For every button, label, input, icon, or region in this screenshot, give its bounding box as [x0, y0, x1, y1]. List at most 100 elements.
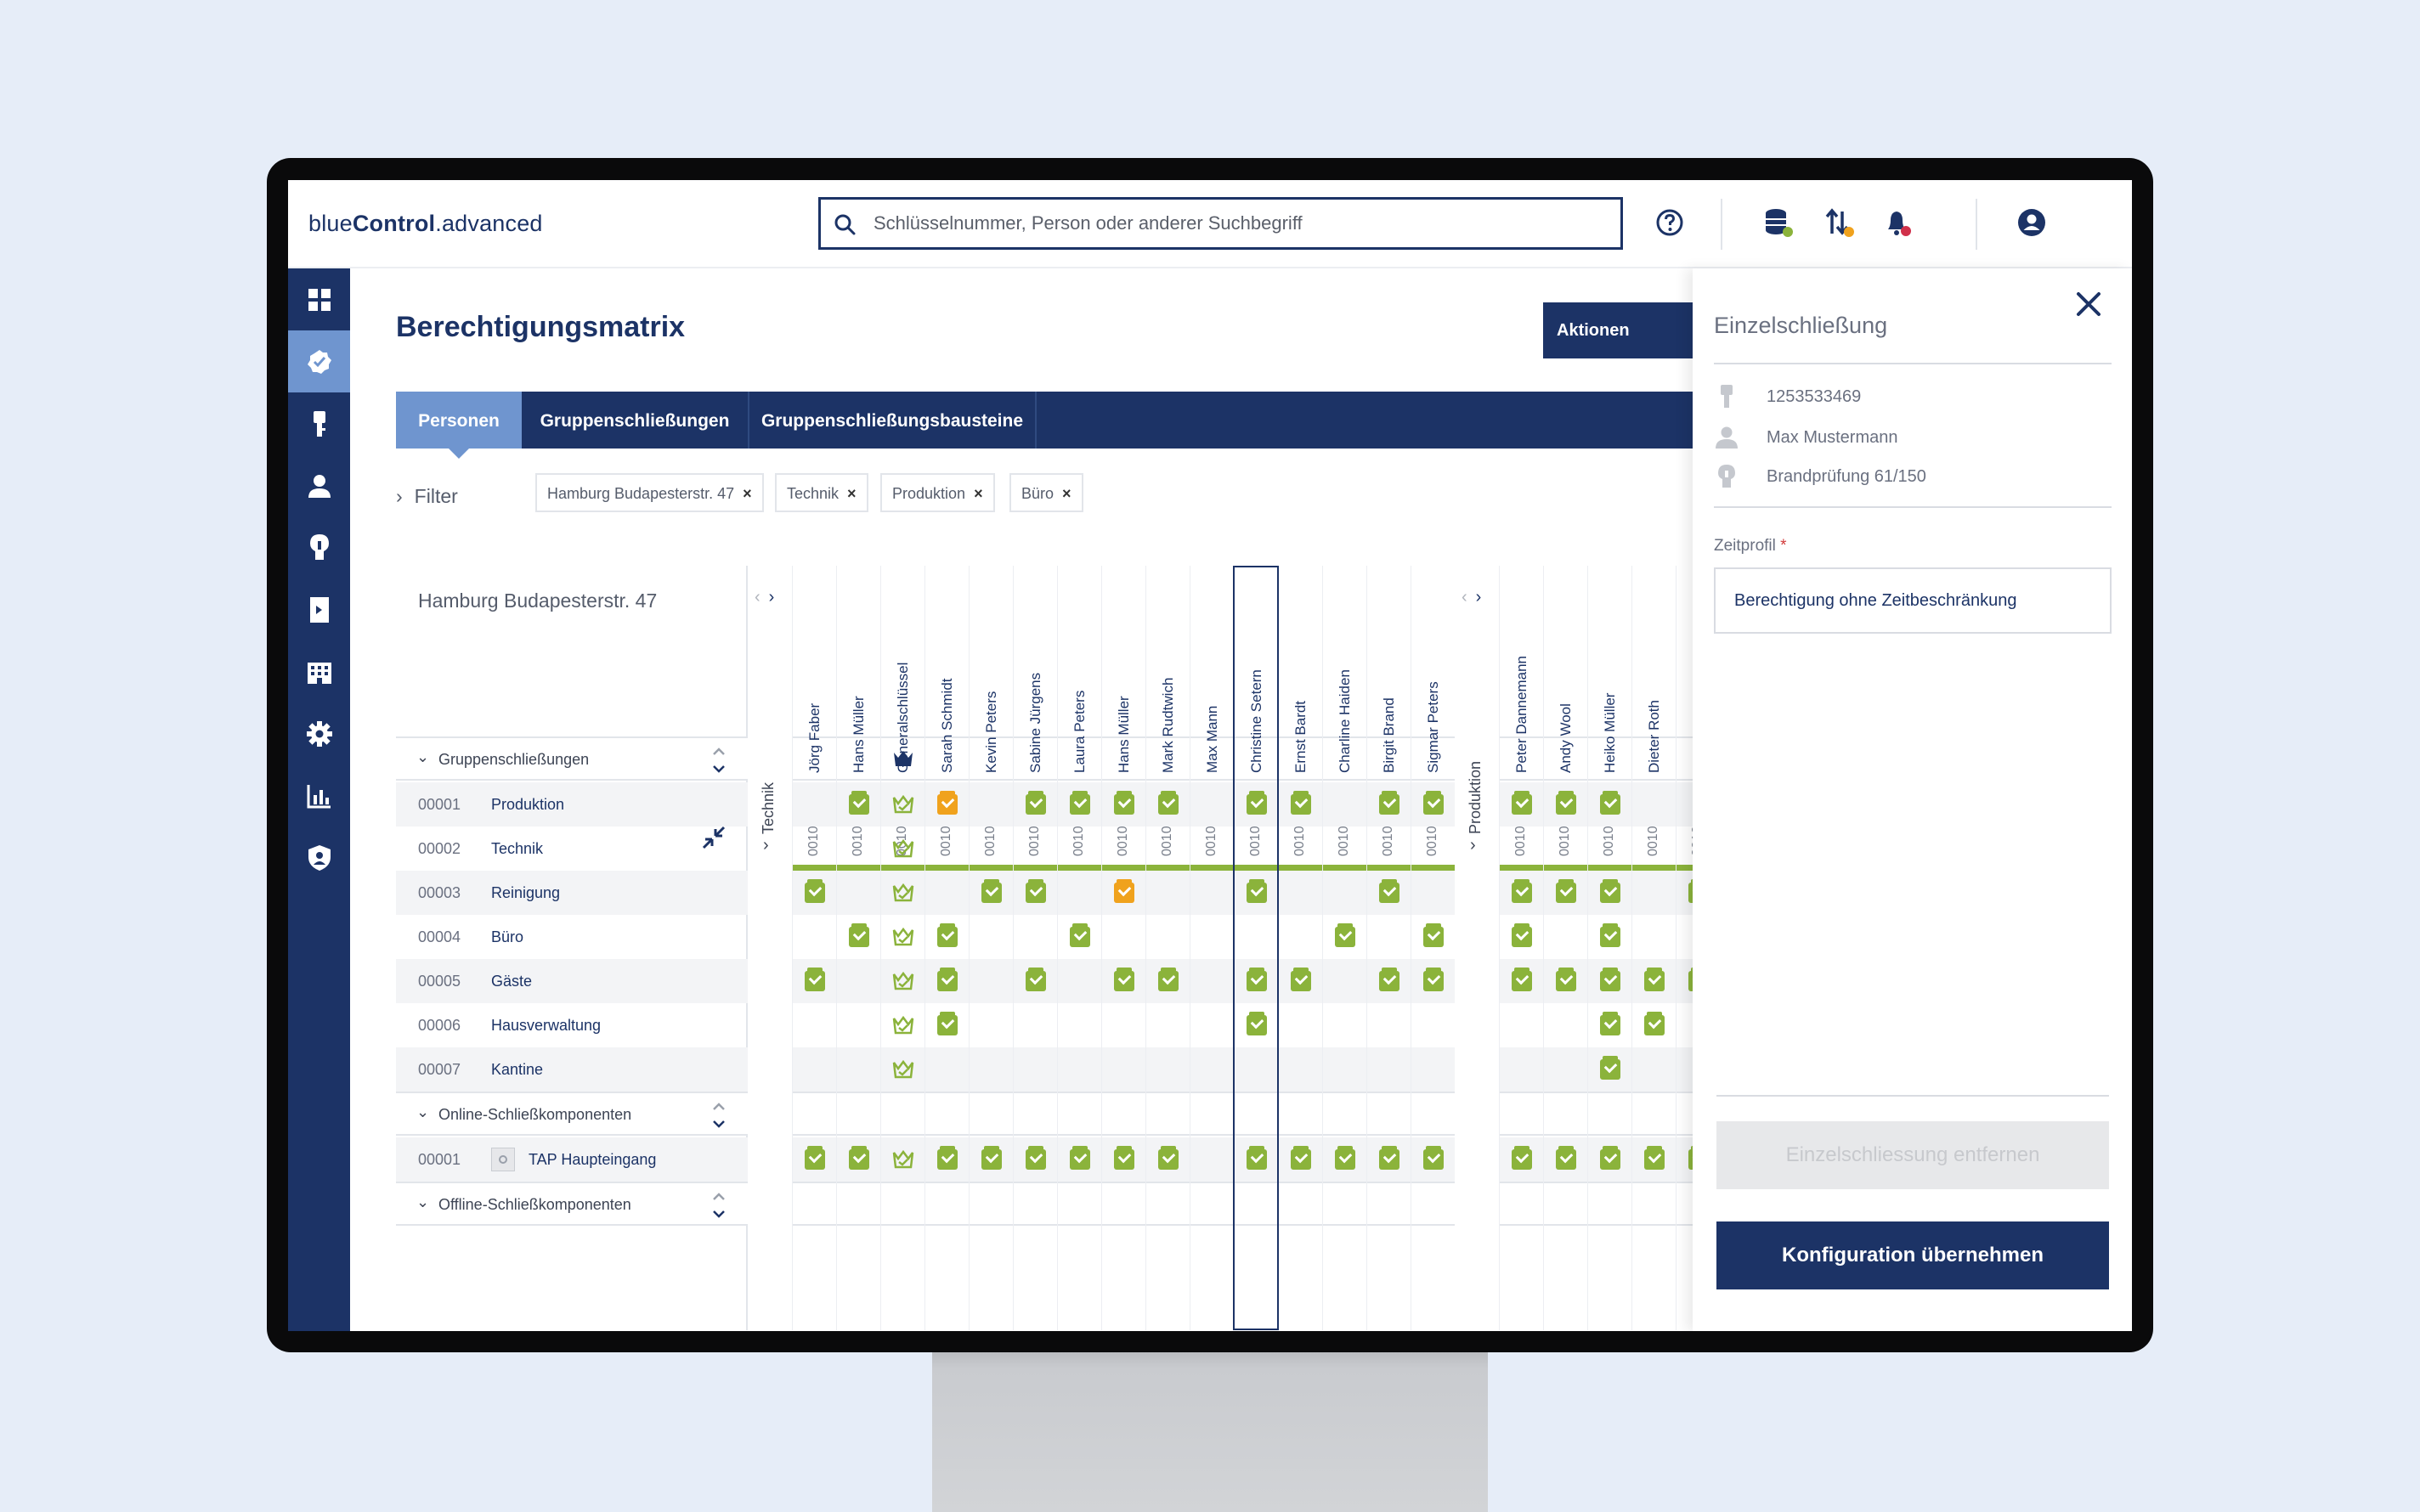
- group-row[interactable]: 00002 Technik: [396, 827, 748, 871]
- permission-cell[interactable]: [925, 1003, 970, 1047]
- permission-cell[interactable]: [1102, 827, 1146, 871]
- person-column[interactable]: 001007 Sabine Jürgens: [1013, 566, 1058, 1330]
- group-row[interactable]: 00005 Gäste: [396, 959, 748, 1003]
- permission-cell[interactable]: [1544, 915, 1588, 959]
- time-profile-select[interactable]: Berechtigung ohne Zeitbeschränkung: [1714, 567, 2112, 634]
- permission-cell[interactable]: [793, 915, 837, 959]
- permission-cell[interactable]: [837, 782, 881, 827]
- permission-cell[interactable]: [1014, 1003, 1058, 1047]
- person-column[interactable]: 001007 Heiko Müller: [1587, 566, 1632, 1330]
- person-column[interactable]: 001007 Sigmar Peters: [1411, 566, 1456, 1330]
- permission-cell[interactable]: [837, 1047, 881, 1092]
- permission-cell[interactable]: [1102, 915, 1146, 959]
- permission-cell[interactable]: [1102, 1137, 1146, 1182]
- person-name[interactable]: Jörg Faber: [806, 702, 823, 773]
- permission-cell[interactable]: [1632, 1003, 1676, 1047]
- close-icon[interactable]: ×: [847, 485, 857, 502]
- person-column[interactable]: 001006 Birgit Brand: [1366, 566, 1411, 1330]
- permission-cell[interactable]: [1014, 915, 1058, 959]
- permission-cell[interactable]: [1411, 1047, 1456, 1092]
- person-name[interactable]: Heiko Müller: [1602, 692, 1618, 773]
- permission-cell[interactable]: [970, 915, 1014, 959]
- permission-cell[interactable]: [881, 959, 925, 1003]
- permission-cell[interactable]: [1367, 959, 1411, 1003]
- person-column[interactable]: 001007 Hans Müller: [1101, 566, 1146, 1330]
- filter-toggle[interactable]: › Filter: [396, 485, 458, 508]
- permission-cell[interactable]: [1235, 782, 1279, 827]
- permission-cell[interactable]: [1323, 782, 1367, 827]
- nav-settings[interactable]: [288, 702, 350, 764]
- permission-cell[interactable]: [1367, 1137, 1411, 1182]
- permission-cell[interactable]: [1544, 1003, 1588, 1047]
- permission-cell[interactable]: [881, 1003, 925, 1047]
- permission-cell[interactable]: [837, 915, 881, 959]
- permission-cell[interactable]: [1367, 782, 1411, 827]
- person-column[interactable]: 001007 Generalschlüssel: [880, 566, 925, 1330]
- permission-cell[interactable]: [1279, 959, 1323, 1003]
- permission-cell[interactable]: [925, 1047, 970, 1092]
- database-status-icon[interactable]: [1761, 206, 1795, 240]
- global-search[interactable]: [818, 197, 1623, 250]
- permission-cell[interactable]: [793, 959, 837, 1003]
- permission-cell[interactable]: [1146, 1137, 1190, 1182]
- permission-cell[interactable]: [1500, 871, 1544, 915]
- permission-cell[interactable]: [1411, 827, 1456, 871]
- permission-cell[interactable]: [1632, 915, 1676, 959]
- permission-cell[interactable]: [793, 782, 837, 827]
- remove-single-lock-button[interactable]: Einzelschliessung entfernen: [1716, 1121, 2109, 1189]
- person-name[interactable]: Hans Müller: [1116, 696, 1132, 773]
- permission-cell[interactable]: [837, 871, 881, 915]
- permission-cell[interactable]: [1235, 827, 1279, 871]
- permission-cell[interactable]: [881, 1047, 925, 1092]
- permission-cell[interactable]: [1235, 1137, 1279, 1182]
- permission-cell[interactable]: [1323, 1047, 1367, 1092]
- row-name[interactable]: Produktion: [491, 796, 565, 813]
- nav-reports[interactable]: [288, 764, 350, 827]
- nav-permissions[interactable]: [288, 330, 350, 392]
- close-icon[interactable]: ×: [743, 485, 752, 502]
- permission-cell[interactable]: [1323, 827, 1367, 871]
- person-column[interactable]: 001007 Ernst Bardt: [1278, 566, 1323, 1330]
- permission-cell[interactable]: [1500, 959, 1544, 1003]
- permission-cell[interactable]: [881, 827, 925, 871]
- permission-cell[interactable]: [925, 782, 970, 827]
- column-scroll-arrows[interactable]: ‹ ›: [755, 588, 774, 607]
- permission-cell[interactable]: [1014, 871, 1058, 915]
- permission-cell[interactable]: [837, 1137, 881, 1182]
- permission-cell[interactable]: [1411, 1003, 1456, 1047]
- row-name[interactable]: TAP Haupteingang: [529, 1151, 657, 1168]
- person-name[interactable]: Charline Haiden: [1337, 669, 1353, 773]
- nav-security[interactable]: [288, 827, 350, 889]
- permission-cell[interactable]: [1367, 1047, 1411, 1092]
- permission-cell[interactable]: [1146, 827, 1190, 871]
- nav-keys[interactable]: [288, 392, 350, 454]
- permission-cell[interactable]: [1367, 915, 1411, 959]
- permission-cell[interactable]: [925, 871, 970, 915]
- permission-cell[interactable]: [1588, 827, 1632, 871]
- permission-cell[interactable]: [1588, 1003, 1632, 1047]
- permission-cell[interactable]: [1014, 782, 1058, 827]
- sort-arrows-icon[interactable]: [710, 742, 727, 778]
- permission-cell[interactable]: [925, 1137, 970, 1182]
- permission-cell[interactable]: [1632, 782, 1676, 827]
- permission-cell[interactable]: [1279, 1137, 1323, 1182]
- permission-cell[interactable]: [1279, 1003, 1323, 1047]
- chevron-right-icon[interactable]: ›: [763, 836, 769, 855]
- permission-cell[interactable]: [1235, 871, 1279, 915]
- permission-cell[interactable]: [1014, 827, 1058, 871]
- online-component-row[interactable]: 00001 TAP Haupteingang: [396, 1137, 748, 1182]
- permission-cell[interactable]: [1058, 827, 1102, 871]
- permission-cell[interactable]: [1544, 1137, 1588, 1182]
- permission-cell[interactable]: [1102, 1047, 1146, 1092]
- permission-cell[interactable]: [970, 871, 1014, 915]
- person-column[interactable]: 001007 Laura Peters: [1057, 566, 1102, 1330]
- permission-cell[interactable]: [925, 827, 970, 871]
- permission-cell[interactable]: [1279, 915, 1323, 959]
- person-name[interactable]: Kevin Peters: [983, 691, 999, 773]
- permission-cell[interactable]: [1190, 1003, 1235, 1047]
- permission-cell[interactable]: [1058, 782, 1102, 827]
- permission-cell[interactable]: [881, 915, 925, 959]
- permission-cell[interactable]: [1632, 959, 1676, 1003]
- permission-cell[interactable]: [1500, 915, 1544, 959]
- row-name[interactable]: Gäste: [491, 973, 533, 990]
